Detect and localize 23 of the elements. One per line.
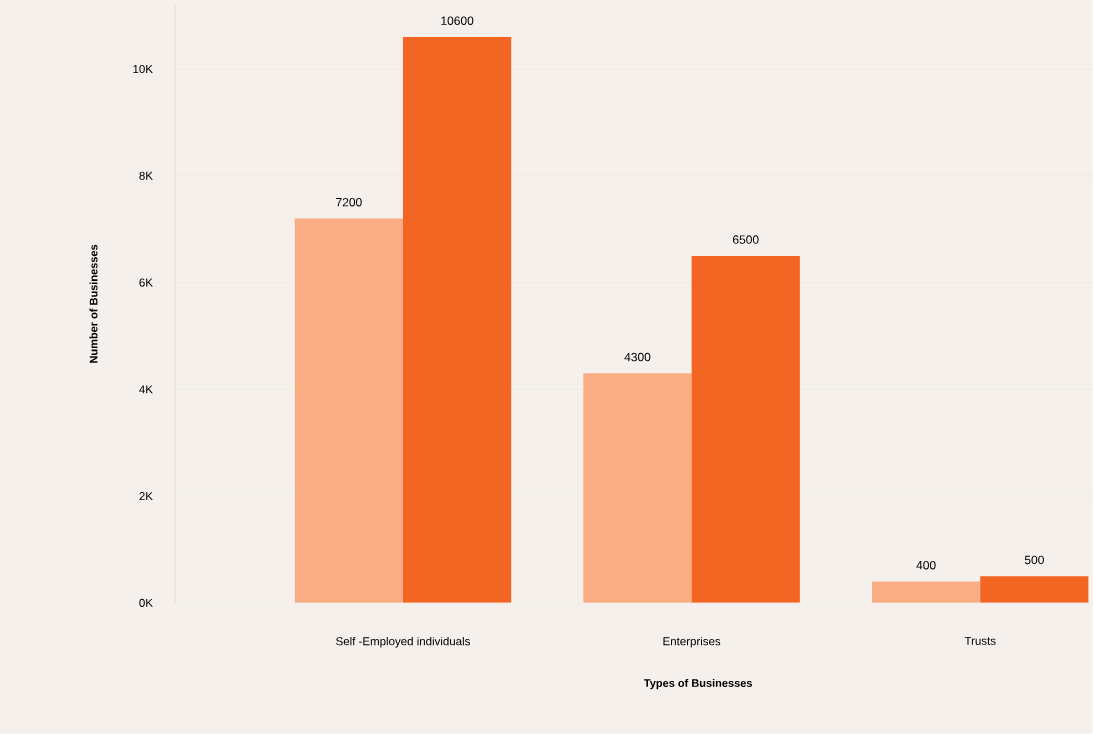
y-tick-label: 0K [139, 598, 153, 608]
data-label: 6500 [733, 235, 759, 244]
y-tick-label: 6K [139, 278, 153, 287]
data-label: 10600 [441, 16, 474, 26]
x-tick-label: Enterprises [663, 636, 721, 648]
bar [980, 576, 1089, 603]
bar [583, 373, 692, 603]
y-tick-label: 8K [139, 171, 153, 180]
bar [872, 581, 981, 603]
x-tick-label: Trusts [964, 636, 996, 645]
x-axis-title: Types of Businesses [643, 678, 752, 690]
data-label: 500 [1024, 555, 1044, 565]
data-label: 400 [916, 561, 936, 570]
y-tick-label: 4K [139, 385, 153, 394]
y-tick-label: 2K [139, 492, 153, 501]
bar [691, 255, 800, 603]
data-label: 4300 [624, 352, 651, 362]
bar [402, 37, 512, 603]
data-label: 7200 [336, 198, 362, 207]
y-axis-title: Number of Businesses [89, 244, 98, 363]
bar [294, 218, 403, 603]
x-tick-label: Self -Employed individuals [336, 636, 470, 648]
y-tick-label: 10K [133, 65, 153, 74]
